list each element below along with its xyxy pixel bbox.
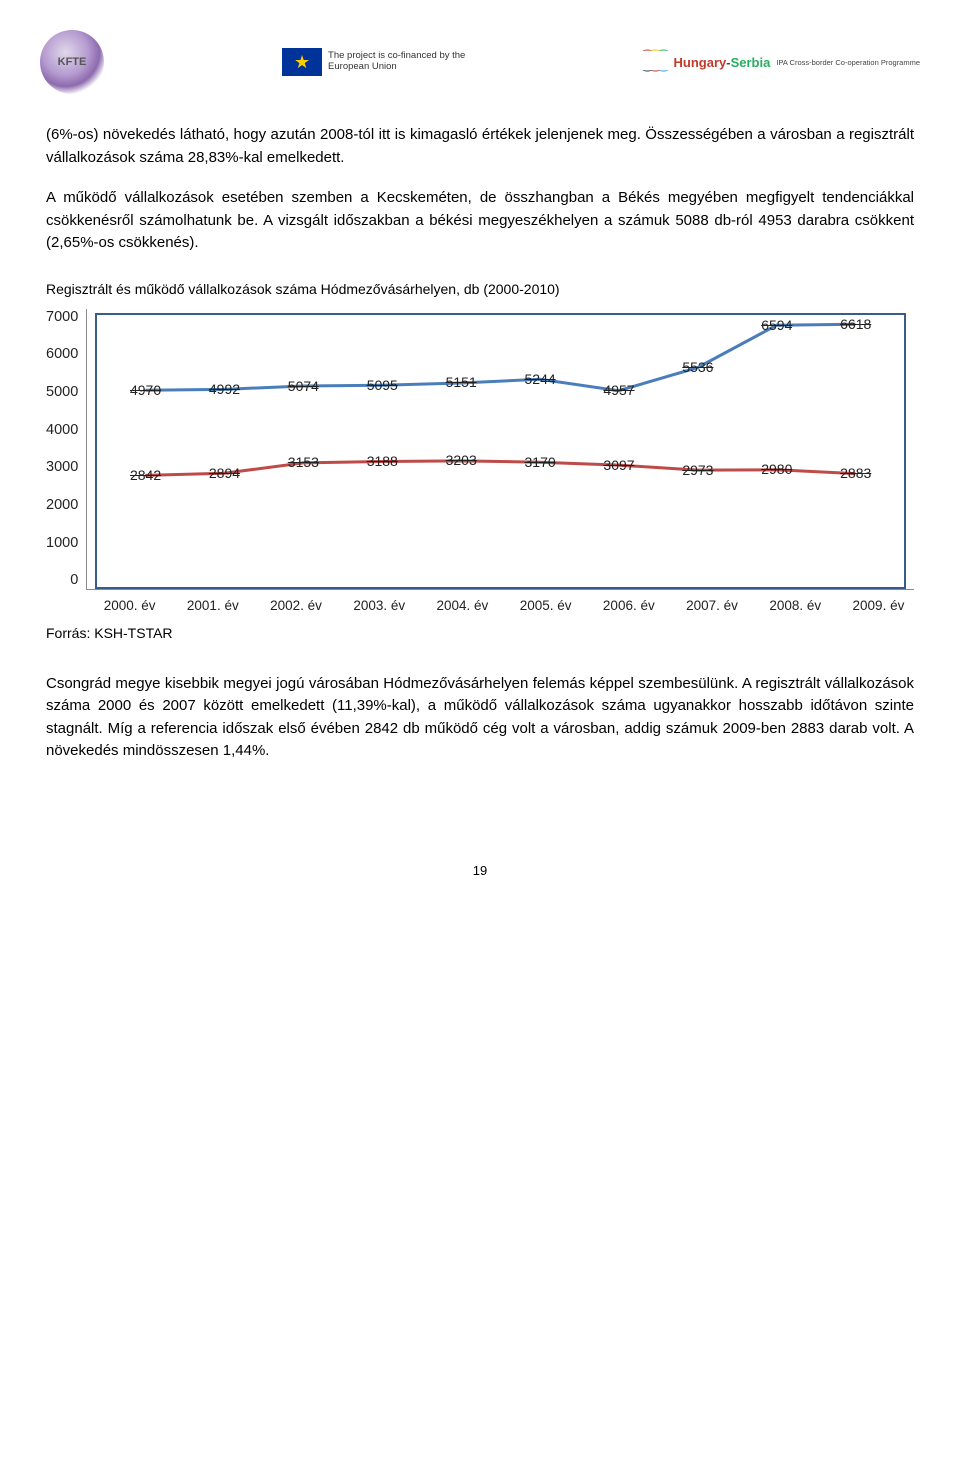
data-label: 4957 (603, 382, 634, 398)
data-label: 5074 (288, 378, 319, 394)
x-tick: 2008. év (754, 598, 837, 613)
eu-flag-icon: ★ (282, 48, 322, 76)
x-tick: 2009. év (837, 598, 920, 613)
y-tick: 6000 (46, 346, 78, 362)
data-label: 2973 (682, 462, 713, 478)
eu-text: The project is co-financed by the Europe… (328, 51, 465, 73)
chart-title: Regisztrált és működő vállalkozások szám… (46, 281, 914, 297)
chart: 7000 6000 5000 4000 3000 2000 1000 0 4970 4992 50… (46, 309, 914, 590)
chart-plot: 4970 4992 5074 5095 5151 5244 4957 5536 6594 6618… (86, 309, 914, 590)
y-tick: 5000 (46, 384, 78, 400)
x-tick: 2004. év (421, 598, 504, 613)
data-label: 5151 (446, 374, 477, 390)
data-label: 4992 (209, 381, 240, 397)
hungary-serbia-logo: ⁀⁀⁀ ‿‿‿ Hungary-Serbia IPA Cross-border … (643, 52, 920, 72)
data-label: 4970 (130, 382, 161, 398)
eu-cofinance-logo: ★ The project is co-financed by the Euro… (282, 48, 465, 76)
data-label: 3188 (367, 453, 398, 469)
data-label: 5536 (682, 359, 713, 375)
x-tick: 2006. év (587, 598, 670, 613)
data-label: 3153 (288, 454, 319, 470)
y-tick: 4000 (46, 422, 78, 438)
paragraph-1: (6%-os) növekedés látható, hogy azután 2… (46, 124, 914, 169)
page-number: 19 (40, 863, 920, 878)
x-tick: 2002. év (254, 598, 337, 613)
y-tick: 7000 (46, 309, 78, 325)
y-tick: 2000 (46, 497, 78, 513)
kfte-logo: KFTE (40, 30, 104, 94)
chart-svg (87, 309, 914, 589)
data-label: 6594 (761, 317, 792, 333)
paragraph-3: Csongrád megye kisebbik megyei jogú váro… (46, 673, 914, 763)
paragraph-2: A működő vállalkozások esetében szemben … (46, 187, 914, 255)
hs-arcs-icon: ⁀⁀⁀ ‿‿‿ (643, 52, 667, 72)
y-tick: 0 (70, 572, 78, 588)
data-label: 3203 (446, 452, 477, 468)
data-label: 5095 (367, 377, 398, 393)
data-label: 3097 (603, 457, 634, 473)
data-label: 2980 (761, 461, 792, 477)
y-tick: 1000 (46, 535, 78, 551)
x-tick: 2001. év (171, 598, 254, 613)
x-tick: 2003. év (338, 598, 421, 613)
data-label: 2842 (130, 467, 161, 483)
x-tick: 2007. év (670, 598, 753, 613)
eu-line2: European Union (328, 62, 465, 73)
header-logos: KFTE ★ The project is co-financed by the… (40, 30, 920, 94)
data-label: 2883 (840, 465, 871, 481)
kfte-badge: KFTE (40, 30, 104, 94)
y-tick: 3000 (46, 459, 78, 475)
chart-y-axis: 7000 6000 5000 4000 3000 2000 1000 0 (46, 309, 86, 589)
data-label: 2894 (209, 465, 240, 481)
data-label: 3170 (525, 454, 556, 470)
x-tick: 2000. év (88, 598, 171, 613)
data-label: 6618 (840, 316, 871, 332)
hs-brand: Hungary-Serbia (674, 55, 771, 70)
chart-x-axis: 2000. év2001. év2002. év2003. év2004. év… (88, 598, 920, 613)
hs-subtitle: IPA Cross-border Co-operation Programme (776, 58, 920, 67)
data-label: 5244 (525, 371, 556, 387)
chart-source: Forrás: KSH-TSTAR (46, 625, 914, 641)
x-tick: 2005. év (504, 598, 587, 613)
